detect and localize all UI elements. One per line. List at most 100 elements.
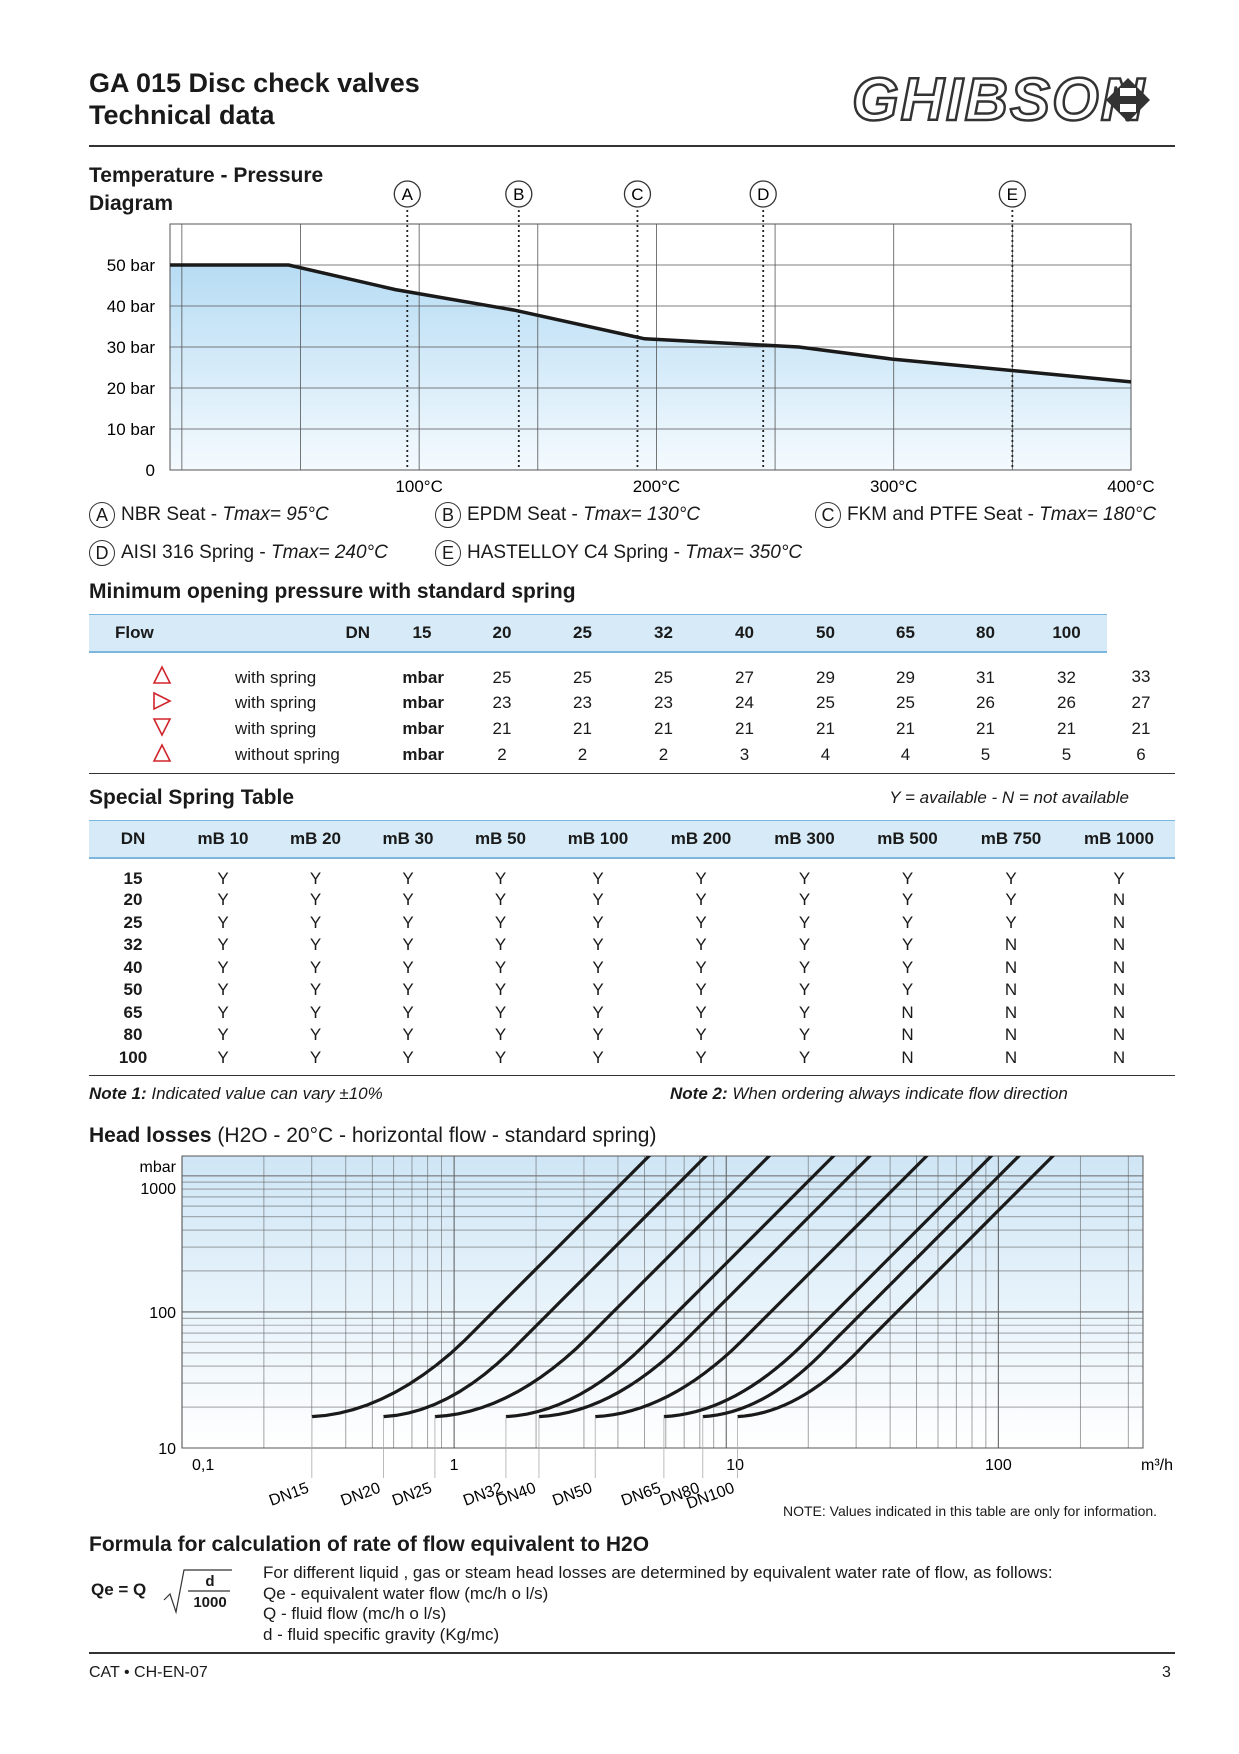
ss-availability-cell: Y: [798, 890, 811, 910]
ss-dn-cell: 80: [123, 1025, 143, 1045]
flow-direction-icon: [89, 716, 235, 742]
hl-curve-dn20: [383, 1156, 709, 1419]
hl-curve-dn65: [663, 1156, 994, 1419]
op-row: with spring mbar 25 25 25 27 29 29 31 32 33: [89, 652, 1175, 690]
hl-curve-label: DN20: [339, 1480, 383, 1510]
ss-availability-cell: Y: [592, 912, 604, 932]
ss-availability-cell: Y: [592, 1025, 604, 1045]
op-value-cell: 21: [896, 719, 915, 738]
ss-dn-cell: 100: [118, 1047, 148, 1067]
ss-availability-cell: Y: [309, 957, 322, 977]
ss-availability-cell: Y: [592, 935, 604, 955]
tp-marker-label: A: [402, 185, 414, 204]
op-value-cell: 29: [816, 667, 835, 687]
ss-availability-cell: N: [1004, 957, 1018, 977]
legend-label: EPDM Seat -: [467, 504, 584, 526]
ss-availability-cell: Y: [402, 890, 414, 910]
hl-x-tick-label: 0,1: [192, 1457, 214, 1474]
hl-x-unit: m³/h: [1141, 1457, 1173, 1474]
ss-row: 15 Y Y Y Y Y Y Y Y Y Y: [89, 858, 1175, 889]
hl-curve-dn32: [505, 1156, 836, 1419]
op-value-cell: 3: [739, 745, 750, 764]
ss-availability-cell: Y: [798, 980, 811, 1000]
ss-availability-cell: N: [901, 1002, 914, 1022]
ss-availability-cell: Y: [309, 980, 322, 1000]
legend-letter-badge: B: [435, 502, 461, 528]
hl-curves: [311, 1156, 1056, 1419]
ss-dn-cell: 32: [123, 935, 143, 955]
op-row: with spring mbar 21 21 21 21 21 21 21 21 21: [89, 716, 1175, 742]
tp-marker-label: E: [1007, 185, 1018, 204]
special-spring-table: DN mB 10 mB 20 mB 30 mB 50 mB 100 mB 200 mB 300…: [89, 820, 1175, 1069]
op-value-cell: 23: [573, 693, 592, 712]
ss-availability-cell: Y: [901, 890, 914, 910]
op-value-cell: 21: [654, 719, 673, 738]
op-value-cell: 25: [816, 693, 835, 712]
op-value-cell: 21: [1131, 719, 1151, 738]
op-header-cell: 100: [1026, 614, 1107, 653]
hl-y-tick-label: 10: [158, 1441, 176, 1458]
tp-y-tick-label: 0: [146, 461, 155, 480]
ss-availability-cell: N: [1004, 1047, 1018, 1067]
legend-tmax: Tmax= 130°C: [583, 504, 701, 526]
ss-availability-cell: Y: [901, 869, 914, 888]
ss-availability-cell: Y: [494, 1025, 507, 1045]
op-header-cell: 40: [704, 614, 785, 653]
op-value-cell: 2: [577, 745, 588, 764]
op-value-cell: 2: [658, 745, 669, 764]
ss-header-cell: mB 500: [856, 820, 959, 859]
formula-numerator: d: [205, 1573, 215, 1590]
ss-availability-cell: Y: [1005, 912, 1017, 932]
op-header-cell: 50: [785, 614, 866, 653]
ss-availability-cell: Y: [798, 1025, 811, 1045]
spring-table-divider: [89, 1075, 1175, 1076]
footer-divider: [89, 1652, 1175, 1654]
special-spring-title: Special Spring Table: [89, 786, 294, 809]
ss-availability-cell: Y: [494, 1002, 507, 1022]
ss-availability-cell: Y: [494, 980, 507, 1000]
op-value-cell: 27: [1131, 693, 1151, 712]
ss-availability-cell: Y: [217, 869, 229, 888]
hl-y-tick-label: 1000: [140, 1181, 176, 1198]
ss-dn-cell: 20: [123, 890, 143, 910]
op-value-cell: 21: [735, 719, 754, 738]
tp-marker-label: B: [513, 185, 524, 204]
op-value-cell: 33: [1131, 667, 1151, 686]
ss-header-cell: mB 750: [959, 820, 1063, 859]
tp-x-tick-label: 200°C: [633, 477, 680, 496]
ss-availability-cell: Y: [592, 1047, 604, 1067]
ss-availability-cell: Y: [901, 935, 914, 955]
ss-row: 40 Y Y Y Y Y Y Y Y N N: [89, 957, 1175, 980]
op-value-cell: 21: [492, 719, 512, 738]
ss-header-cell: mB 1000: [1063, 820, 1175, 859]
legend-tmax: Tmax= 95°C: [222, 504, 329, 526]
hl-x-tick-label: 10: [726, 1457, 744, 1474]
tp-marker-circle: [393, 180, 421, 208]
ss-availability-cell: N: [1112, 1047, 1126, 1067]
ss-availability-cell: N: [1112, 1025, 1126, 1045]
ss-availability-cell: Y: [901, 957, 914, 977]
ss-availability-cell: Y: [798, 912, 811, 932]
tp-marker-label: C: [631, 185, 643, 204]
ss-dn-cell: 15: [123, 869, 143, 888]
hl-x-tick-label: 100: [985, 1457, 1012, 1474]
ss-availability-cell: Y: [309, 1002, 322, 1022]
ss-availability-cell: N: [1004, 935, 1018, 955]
legend-label: AISI 316 Spring -: [121, 542, 271, 564]
op-value-cell: 31: [976, 667, 995, 687]
ss-availability-cell: Y: [402, 869, 414, 888]
ss-availability-cell: Y: [217, 1047, 229, 1067]
availability-note: Y = available - N = not available: [889, 788, 1129, 807]
op-value-cell: 21: [976, 719, 995, 738]
ss-availability-cell: Y: [217, 1025, 229, 1045]
hl-curve-dn15: [311, 1156, 652, 1419]
op-row-label: with spring: [235, 667, 317, 687]
op-value-cell: 25: [896, 693, 915, 712]
tp-y-tick-label: 50 bar: [107, 256, 156, 275]
tp-marker-circle: [998, 180, 1027, 208]
ss-availability-cell: N: [1004, 980, 1018, 1000]
hl-y-unit: mbar: [140, 1159, 177, 1176]
ss-availability-cell: Y: [592, 957, 604, 977]
ss-availability-cell: Y: [494, 912, 507, 932]
op-row-unit: mbar: [402, 745, 444, 764]
